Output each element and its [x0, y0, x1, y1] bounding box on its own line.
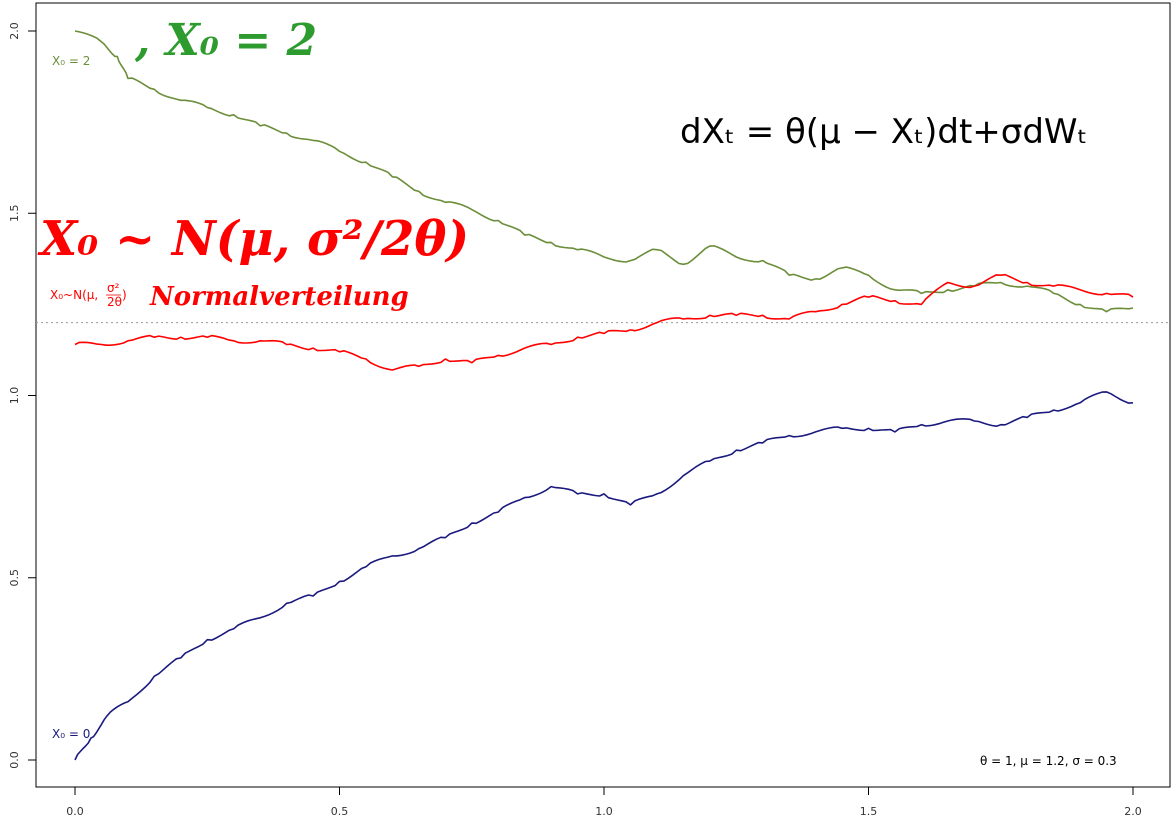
parameter-legend: θ = 1, μ = 1.2, σ = 0.3 — [980, 754, 1117, 768]
y-tick-label: 0.0 — [8, 751, 21, 769]
x-axis: 0.0 0.5 1.0 1.5 2.0 — [66, 787, 1142, 818]
handwritten-red-word: Normalverteilung — [149, 282, 409, 312]
svg-text:X₀~N(μ,: X₀~N(μ, — [50, 288, 98, 302]
series-line — [74, 30, 1134, 313]
y-tick-label: 0.5 — [8, 569, 21, 587]
series-label-x0-normal: X₀~N(μ, σ² 2θ ) — [50, 281, 127, 309]
svg-text:2θ: 2θ — [107, 295, 122, 309]
series-label-x0-0: X₀ = 0 — [52, 727, 90, 741]
series-lines — [74, 30, 1134, 761]
y-tick-label: 1.0 — [8, 387, 21, 405]
y-tick-label: 2.0 — [8, 22, 21, 40]
y-tick-label: 1.5 — [8, 205, 21, 223]
x-tick-label: 2.0 — [1124, 805, 1142, 818]
svg-text:): ) — [122, 288, 127, 302]
x-tick-label: 1.5 — [860, 805, 878, 818]
series-label-x0-2: X₀ = 2 — [52, 54, 90, 68]
svg-text:σ²: σ² — [107, 281, 120, 295]
series-line — [74, 273, 1134, 371]
x-tick-label: 1.0 — [595, 805, 613, 818]
x-tick-label: 0.5 — [331, 805, 349, 818]
handwritten-red-formula: X₀ ~ N(μ, σ²/2θ) — [37, 211, 469, 267]
handwritten-green-annotation: , X₀ = 2 — [134, 15, 317, 66]
sde-formula: dXₜ = θ(μ − Xₜ)dt+σdWₜ — [680, 112, 1088, 152]
y-axis: 0.0 0.5 1.0 1.5 2.0 — [8, 22, 36, 769]
series-line — [74, 391, 1134, 761]
x-tick-label: 0.0 — [66, 805, 84, 818]
